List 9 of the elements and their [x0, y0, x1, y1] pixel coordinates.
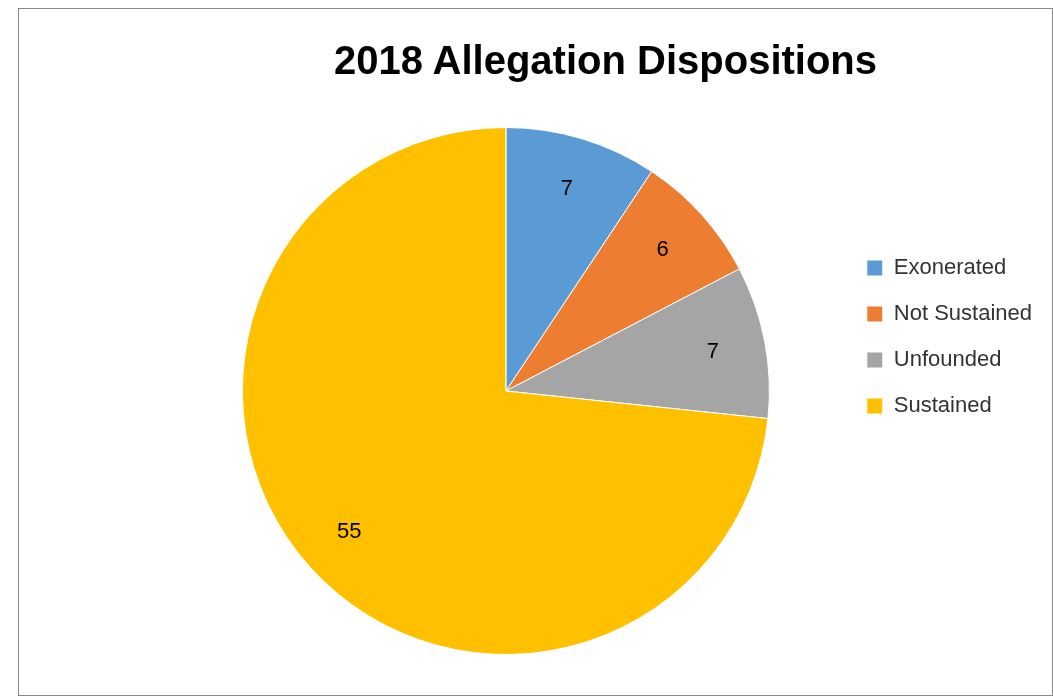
legend-label: Exonerated — [893, 254, 1007, 280]
data-label: 7 — [706, 337, 720, 363]
data-label: 7 — [560, 175, 573, 201]
data-label: 55 — [337, 518, 362, 544]
legend-label: Not Sustained — [893, 300, 1032, 326]
data-label: 6 — [656, 236, 669, 262]
legend-label: Sustained — [893, 392, 992, 418]
chart-title: 2018 Allegation Dispositions — [333, 38, 878, 83]
legend-label: Unfounded — [893, 346, 1002, 372]
